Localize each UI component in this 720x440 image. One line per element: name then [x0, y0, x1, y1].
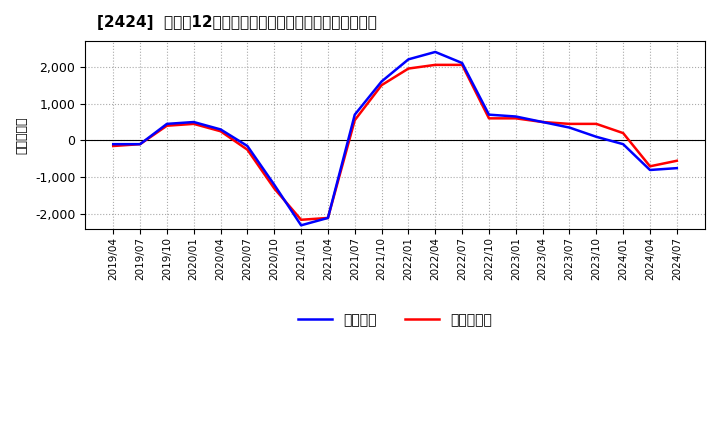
Y-axis label: （百万円）: （百万円）: [15, 116, 28, 154]
当期純利益: [539, 119, 547, 125]
経常利益: [511, 114, 520, 119]
経常利益: [216, 127, 225, 132]
当期純利益: [485, 116, 493, 121]
経常利益: [189, 119, 198, 125]
経常利益: [163, 121, 171, 127]
当期純利益: [163, 123, 171, 128]
当期純利益: [565, 121, 574, 127]
当期純利益: [511, 116, 520, 121]
当期純利益: [270, 186, 279, 191]
当期純利益: [431, 62, 440, 67]
経常利益: [592, 134, 600, 139]
当期純利益: [323, 215, 332, 220]
経常利益: [431, 49, 440, 55]
当期純利益: [297, 217, 305, 222]
経常利益: [109, 142, 117, 147]
当期純利益: [646, 164, 654, 169]
経常利益: [539, 119, 547, 125]
経常利益: [618, 142, 627, 147]
当期純利益: [592, 121, 600, 127]
経常利益: [243, 143, 252, 149]
経常利益: [270, 182, 279, 187]
当期純利益: [189, 121, 198, 127]
Line: 経常利益: 経常利益: [113, 52, 677, 225]
当期純利益: [618, 131, 627, 136]
経常利益: [672, 165, 681, 171]
当期純利益: [136, 142, 145, 147]
当期純利益: [404, 66, 413, 71]
当期純利益: [672, 158, 681, 163]
当期純利益: [351, 117, 359, 123]
経常利益: [377, 79, 386, 84]
経常利益: [458, 60, 467, 66]
経常利益: [404, 57, 413, 62]
経常利益: [351, 112, 359, 117]
Legend: 経常利益, 当期純利益: 経常利益, 当期純利益: [292, 308, 498, 333]
当期純利益: [243, 147, 252, 152]
当期純利益: [216, 128, 225, 134]
当期純利益: [458, 62, 467, 67]
経常利益: [646, 167, 654, 172]
経常利益: [323, 215, 332, 220]
経常利益: [136, 142, 145, 147]
Text: [2424]  利益の12か月移動合計の対前年同期増減額の推移: [2424] 利益の12か月移動合計の対前年同期増減額の推移: [97, 15, 377, 30]
経常利益: [297, 223, 305, 228]
Line: 当期純利益: 当期純利益: [113, 65, 677, 220]
当期純利益: [377, 83, 386, 88]
経常利益: [565, 125, 574, 130]
経常利益: [485, 112, 493, 117]
当期純利益: [109, 143, 117, 149]
